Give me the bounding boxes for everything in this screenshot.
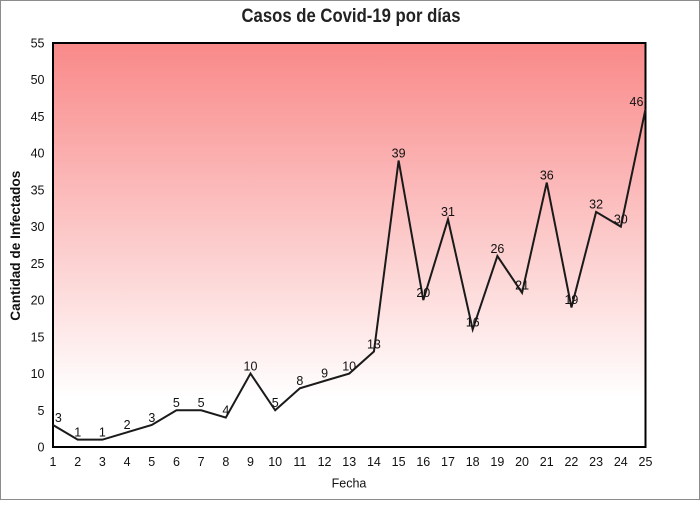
svg-text:20: 20 <box>515 455 529 469</box>
svg-text:7: 7 <box>198 455 205 469</box>
svg-text:40: 40 <box>31 147 45 161</box>
svg-text:1: 1 <box>99 426 106 440</box>
svg-text:5: 5 <box>272 396 279 410</box>
svg-text:36: 36 <box>540 168 554 182</box>
svg-text:16: 16 <box>416 455 430 469</box>
svg-text:15: 15 <box>31 330 45 344</box>
svg-text:10: 10 <box>244 359 258 373</box>
svg-text:9: 9 <box>321 367 328 381</box>
svg-text:6: 6 <box>173 455 180 469</box>
svg-text:25: 25 <box>639 455 653 469</box>
svg-text:21: 21 <box>540 455 554 469</box>
svg-text:13: 13 <box>342 455 356 469</box>
svg-text:24: 24 <box>614 455 628 469</box>
svg-text:19: 19 <box>564 293 578 307</box>
svg-text:45: 45 <box>31 110 45 124</box>
svg-text:3: 3 <box>55 411 62 425</box>
svg-text:13: 13 <box>367 337 381 351</box>
svg-text:23: 23 <box>589 455 603 469</box>
svg-text:3: 3 <box>148 411 155 425</box>
svg-text:55: 55 <box>31 37 45 51</box>
svg-text:39: 39 <box>392 146 406 160</box>
svg-text:5: 5 <box>148 455 155 469</box>
svg-text:Fecha: Fecha <box>332 477 367 491</box>
svg-text:15: 15 <box>392 455 406 469</box>
svg-text:Casos de Covid-19 por días: Casos de Covid-19 por días <box>242 6 461 27</box>
svg-text:19: 19 <box>490 455 504 469</box>
svg-text:5: 5 <box>173 396 180 410</box>
svg-text:18: 18 <box>466 455 480 469</box>
svg-text:20: 20 <box>31 294 45 308</box>
svg-text:32: 32 <box>589 198 603 212</box>
svg-text:50: 50 <box>31 73 45 87</box>
svg-text:10: 10 <box>342 359 356 373</box>
svg-text:25: 25 <box>31 257 45 271</box>
svg-text:16: 16 <box>466 315 480 329</box>
svg-text:17: 17 <box>441 455 455 469</box>
svg-text:0: 0 <box>38 441 45 455</box>
svg-text:8: 8 <box>296 374 303 388</box>
svg-text:1: 1 <box>74 426 81 440</box>
svg-text:11: 11 <box>293 455 306 469</box>
svg-text:1: 1 <box>50 455 57 469</box>
svg-text:Cantidad de Infectados: Cantidad de Infectados <box>7 171 23 321</box>
svg-text:2: 2 <box>124 418 131 432</box>
svg-text:31: 31 <box>441 205 455 219</box>
svg-text:30: 30 <box>31 220 45 234</box>
svg-text:2: 2 <box>74 455 81 469</box>
svg-text:5: 5 <box>198 396 205 410</box>
svg-text:4: 4 <box>222 403 229 417</box>
svg-text:5: 5 <box>38 404 45 418</box>
svg-text:10: 10 <box>268 455 282 469</box>
svg-text:26: 26 <box>490 242 504 256</box>
svg-text:35: 35 <box>31 183 45 197</box>
svg-text:9: 9 <box>247 455 254 469</box>
svg-text:30: 30 <box>614 212 628 226</box>
svg-text:4: 4 <box>124 455 131 469</box>
svg-text:12: 12 <box>318 455 332 469</box>
svg-text:10: 10 <box>31 367 45 381</box>
svg-text:14: 14 <box>367 455 381 469</box>
svg-text:8: 8 <box>222 455 229 469</box>
svg-text:46: 46 <box>630 95 644 109</box>
svg-text:3: 3 <box>99 455 106 469</box>
svg-text:22: 22 <box>564 455 578 469</box>
svg-text:21: 21 <box>515 279 529 293</box>
svg-text:20: 20 <box>416 286 430 300</box>
